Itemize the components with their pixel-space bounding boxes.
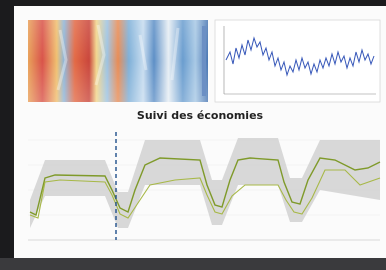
panel-frame	[215, 20, 380, 102]
heatmap-shade	[28, 20, 208, 102]
chart-title: Suivi des économies	[137, 109, 264, 122]
laptop-base	[0, 258, 386, 270]
page: Suivi des économies (() => { const data …	[0, 0, 386, 270]
heatmap-panel	[28, 20, 208, 102]
line-chart-panel	[215, 20, 380, 102]
heatmap-colorbar	[202, 26, 206, 96]
laptop-photo: Suivi des économies	[0, 0, 386, 270]
